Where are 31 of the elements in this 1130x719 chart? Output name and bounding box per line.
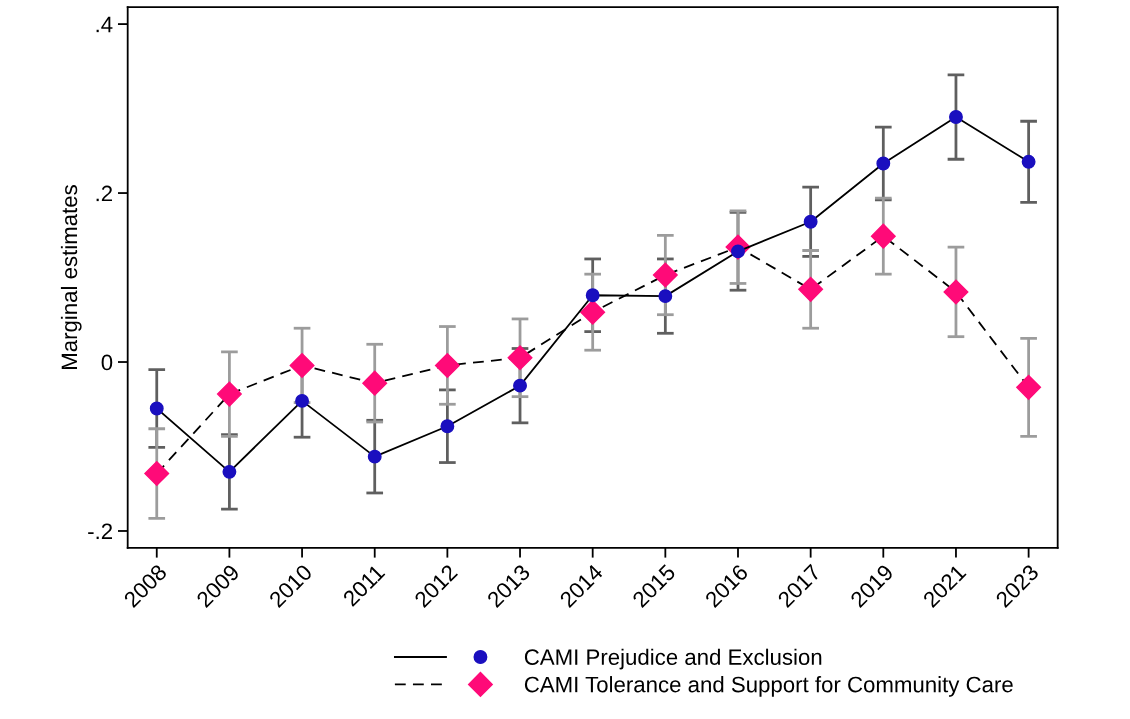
point	[870, 223, 896, 249]
point	[144, 461, 170, 487]
legend-label: CAMI Tolerance and Support for Community Care	[524, 676, 1013, 697]
point	[149, 401, 164, 416]
point	[434, 352, 460, 378]
point	[222, 464, 237, 479]
point	[798, 276, 824, 302]
y-tick-label: -.2	[88, 523, 112, 540]
point	[1016, 374, 1042, 400]
point	[658, 289, 673, 304]
point	[513, 378, 527, 393]
legend-label: CAMI Prejudice and Exclusion	[524, 648, 822, 670]
point	[876, 156, 891, 171]
point	[362, 370, 388, 396]
point	[803, 214, 818, 229]
y-axis-title: Marginal estimates	[60, 185, 82, 369]
point	[295, 393, 310, 408]
y-tick-label: .4	[96, 16, 113, 33]
point	[585, 288, 600, 303]
point	[1021, 154, 1036, 169]
point	[289, 352, 315, 378]
point	[367, 449, 382, 464]
y-tick-label: .2	[96, 185, 112, 202]
point	[652, 262, 678, 288]
point	[507, 345, 533, 371]
point	[440, 419, 455, 434]
y-tick-label: 0	[101, 354, 113, 371]
point	[949, 110, 963, 124]
point	[216, 381, 242, 407]
point	[580, 299, 606, 325]
point	[943, 279, 969, 305]
